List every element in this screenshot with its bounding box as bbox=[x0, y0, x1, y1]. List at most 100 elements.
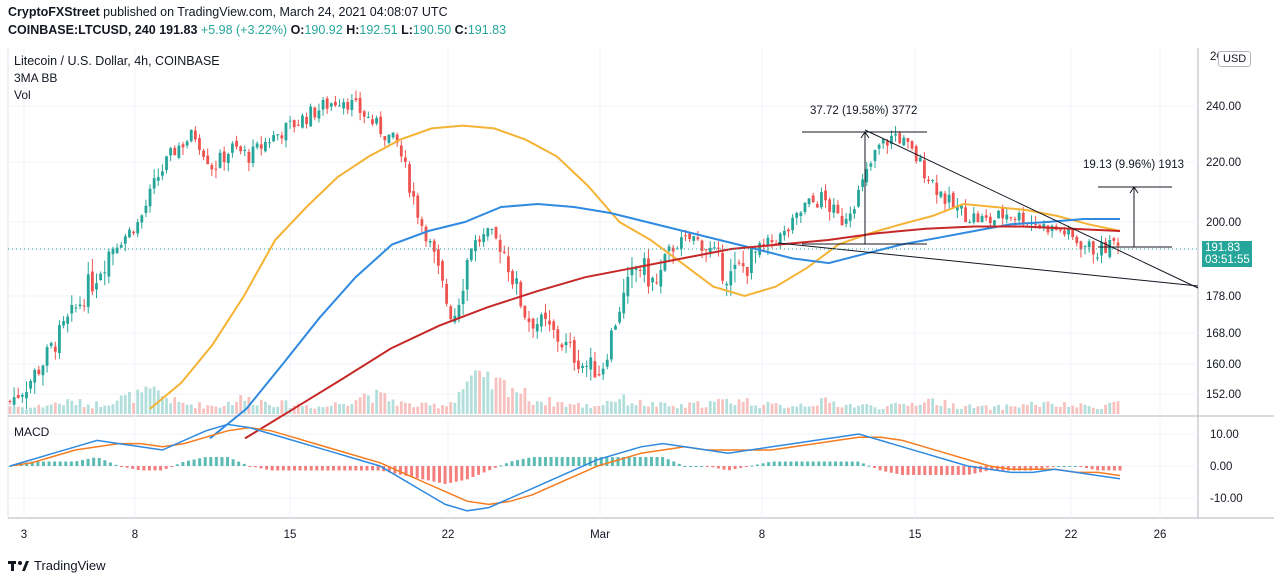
volume-bar bbox=[914, 405, 918, 414]
volume-bar bbox=[993, 406, 996, 414]
volume-bar bbox=[391, 399, 395, 414]
candle-body bbox=[548, 320, 551, 325]
macd-histogram-bar bbox=[510, 461, 514, 466]
volume-bar bbox=[572, 404, 576, 414]
macd-histogram-bar bbox=[694, 466, 698, 467]
macd-histogram-bar bbox=[605, 457, 609, 466]
volume-bar bbox=[1104, 404, 1108, 414]
indicator-bb[interactable]: 3MA BB bbox=[14, 71, 58, 85]
volume-bar bbox=[815, 405, 819, 414]
candle-body bbox=[140, 215, 144, 223]
indicator-vol[interactable]: Vol bbox=[14, 88, 31, 102]
macd-histogram-bar bbox=[940, 466, 944, 475]
candle-body bbox=[618, 311, 622, 323]
volume-bar bbox=[601, 404, 605, 414]
volume-bar bbox=[235, 401, 238, 414]
macd-histogram-bar bbox=[1012, 466, 1016, 471]
volume-bar bbox=[721, 399, 724, 414]
candle-body bbox=[552, 321, 556, 330]
macd-histogram-bar bbox=[164, 466, 168, 469]
candle-body bbox=[890, 135, 893, 145]
candle-body bbox=[939, 191, 943, 197]
macd-histogram-bar bbox=[1068, 466, 1072, 467]
volume-bar bbox=[630, 403, 634, 414]
candle-body bbox=[811, 195, 815, 203]
candle-body bbox=[169, 148, 173, 156]
macd-histogram-bar bbox=[53, 461, 57, 466]
volume-bar bbox=[272, 407, 276, 414]
candle-body bbox=[62, 321, 65, 326]
candle-body bbox=[428, 241, 432, 243]
macd-histogram-bar bbox=[454, 466, 458, 482]
candle-body bbox=[8, 400, 12, 402]
candle-body bbox=[132, 231, 135, 234]
volume-bar bbox=[997, 404, 1000, 414]
volume-bar bbox=[189, 404, 193, 414]
candle-body bbox=[165, 156, 168, 171]
volume-bar bbox=[152, 386, 156, 414]
candle-body bbox=[255, 143, 259, 148]
publisher-name[interactable]: CryptoFXStreet bbox=[8, 5, 100, 19]
volume-bar bbox=[976, 406, 980, 414]
indicator-macd[interactable]: MACD bbox=[14, 425, 50, 439]
volume-bar bbox=[280, 400, 284, 414]
macd-histogram-bar bbox=[571, 457, 575, 466]
macd-histogram-bar bbox=[1029, 466, 1033, 471]
volume-bar bbox=[820, 398, 823, 414]
candle-body bbox=[280, 135, 284, 139]
volume-bar bbox=[894, 402, 897, 414]
volume-bar bbox=[366, 395, 370, 414]
candle-body bbox=[568, 341, 572, 343]
macd-histogram-bar bbox=[332, 466, 336, 471]
volume-bar bbox=[16, 406, 20, 414]
time-tick-label: 15 bbox=[909, 529, 922, 541]
volume-bar bbox=[383, 392, 387, 414]
macd-histogram-bar bbox=[371, 466, 375, 471]
currency-button[interactable]: USD bbox=[1218, 51, 1252, 67]
candle-body bbox=[502, 251, 506, 253]
volume-bar bbox=[531, 404, 535, 414]
candle-body bbox=[1067, 229, 1070, 235]
candle-body bbox=[482, 234, 486, 243]
volume-bar bbox=[416, 406, 420, 414]
macd-histogram-bar bbox=[432, 466, 436, 482]
volume-bar bbox=[95, 401, 98, 414]
candle-body bbox=[675, 248, 679, 250]
volume-bar bbox=[964, 405, 967, 414]
macd-histogram-bar bbox=[136, 466, 140, 471]
candle-body bbox=[630, 267, 634, 276]
macd-histogram-bar bbox=[192, 459, 196, 466]
macd-histogram-bar bbox=[1073, 466, 1077, 467]
candle-body bbox=[498, 239, 502, 252]
volume-bar bbox=[399, 401, 403, 414]
macd-histogram-bar bbox=[772, 461, 776, 466]
volume-bar bbox=[350, 404, 354, 414]
volume-bar bbox=[29, 407, 32, 414]
candle-body bbox=[671, 247, 675, 252]
macd-histogram-bar bbox=[817, 461, 821, 466]
candle-body bbox=[391, 132, 395, 138]
candle-body bbox=[210, 165, 214, 170]
candle-body bbox=[465, 260, 469, 290]
macd-histogram-bar bbox=[348, 466, 352, 471]
symbol-label[interactable]: COINBASE:LTCUSD, 240 bbox=[8, 23, 156, 37]
candle-body bbox=[815, 203, 819, 208]
close-label: C: bbox=[454, 23, 468, 37]
volume-bar bbox=[1009, 406, 1013, 414]
volume-bar bbox=[231, 405, 234, 414]
macd-histogram-bar bbox=[616, 457, 620, 466]
macd-histogram-bar bbox=[493, 466, 497, 468]
footer-brand[interactable]: TradingView bbox=[8, 558, 106, 573]
volume-bar bbox=[688, 402, 692, 414]
volume-bar bbox=[305, 405, 308, 414]
candle-body bbox=[78, 304, 82, 307]
volume-bar bbox=[78, 399, 82, 414]
volume-bar bbox=[700, 407, 704, 414]
low-label: L: bbox=[401, 23, 413, 37]
candle-body bbox=[247, 151, 251, 163]
low-value: 190.50 bbox=[412, 23, 452, 37]
candle-body bbox=[593, 361, 597, 378]
volume-bar bbox=[807, 406, 811, 414]
macd-histogram-bar bbox=[951, 466, 955, 475]
